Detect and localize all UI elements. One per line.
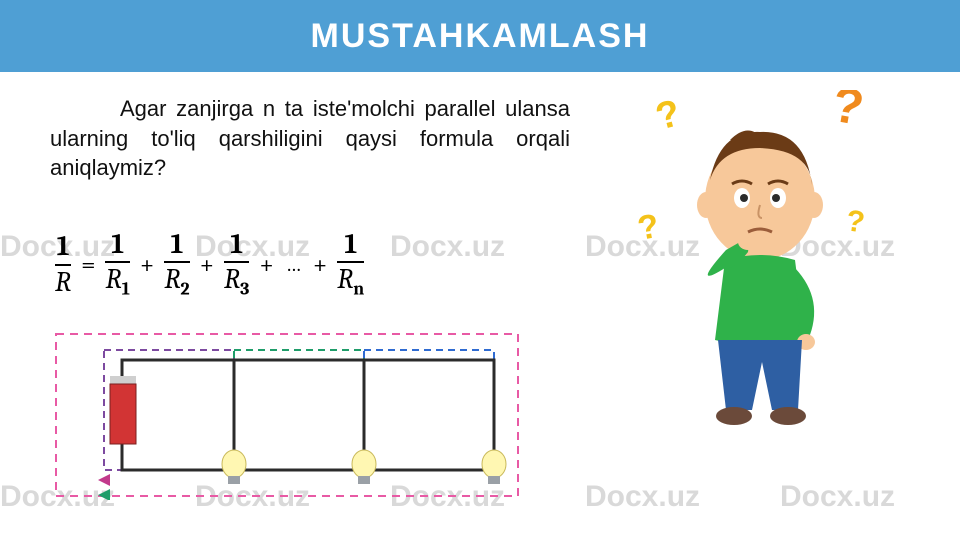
svg-text:?: ? bbox=[844, 204, 867, 239]
fraction-rn: 1 Rn bbox=[337, 230, 364, 299]
slide-title: MUSTAHKAMLASH bbox=[311, 17, 650, 56]
svg-text:?: ? bbox=[635, 207, 662, 248]
fraction-r3: 1 R3 bbox=[224, 230, 249, 299]
thinking-boy-illustration: ???? bbox=[630, 90, 890, 440]
fraction-lhs: 1 R bbox=[55, 232, 71, 297]
fraction-r1: 1 R1 bbox=[105, 230, 129, 299]
thinker-svg: ???? bbox=[630, 90, 890, 440]
question-content: Agar zanjirga n ta iste'molchi parallel … bbox=[50, 94, 570, 183]
plus-sign: + bbox=[311, 250, 329, 280]
equals-sign: = bbox=[79, 250, 97, 280]
fraction-r2: 1 R2 bbox=[164, 230, 189, 299]
parallel-resistance-formula: 1 R = 1 R1 + 1 R2 + 1 R3 + … + 1 Rn bbox=[55, 230, 364, 299]
ellipsis: … bbox=[284, 253, 303, 276]
plus-sign: + bbox=[198, 250, 216, 280]
svg-text:?: ? bbox=[828, 90, 868, 136]
slide-header: MUSTAHKAMLASH bbox=[0, 0, 960, 72]
plus-sign: + bbox=[138, 250, 156, 280]
plus-sign: + bbox=[257, 250, 275, 280]
svg-text:?: ? bbox=[651, 92, 684, 139]
question-text: Agar zanjirga n ta iste'molchi parallel … bbox=[50, 94, 570, 183]
parallel-circuit-diagram bbox=[52, 330, 522, 505]
circuit-svg bbox=[52, 330, 522, 500]
